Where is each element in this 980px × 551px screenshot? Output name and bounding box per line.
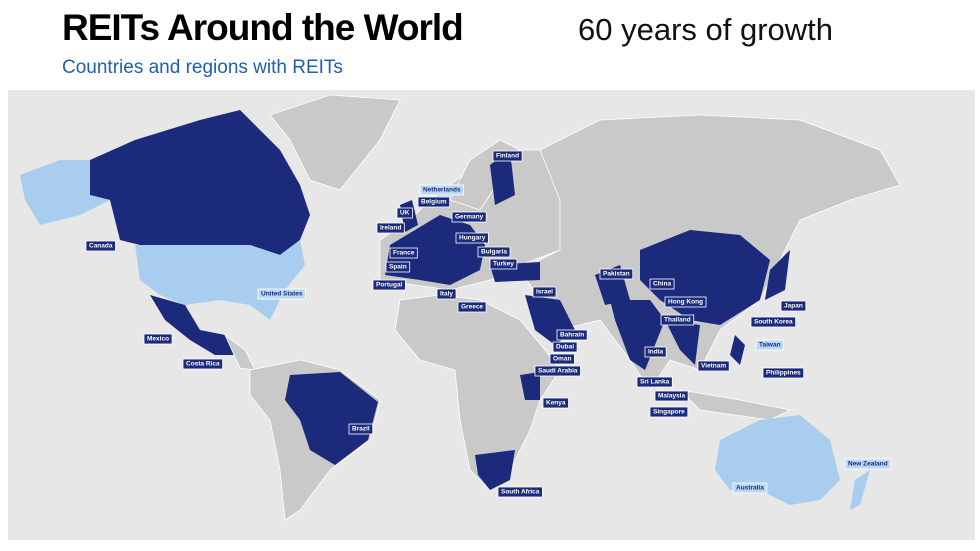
country-label: China xyxy=(653,281,671,288)
label-box xyxy=(372,279,406,291)
country-label: Costa Rica xyxy=(186,361,220,368)
label-box xyxy=(455,232,489,244)
country-label: Portugal xyxy=(376,282,403,289)
label-box xyxy=(182,358,224,370)
label-box xyxy=(85,240,116,252)
country-label: Hungary xyxy=(459,235,486,242)
country-label: Bahrain xyxy=(560,332,584,339)
country-label: France xyxy=(393,250,415,257)
country-label: Netherlands xyxy=(423,187,461,194)
country-label: UK xyxy=(400,210,410,217)
title: REITs Around the World xyxy=(62,7,463,48)
label-box xyxy=(750,316,797,328)
label-box xyxy=(489,258,518,270)
label-box xyxy=(664,296,707,308)
label-box xyxy=(436,288,457,300)
label-box xyxy=(376,222,405,234)
country-label: Finland xyxy=(496,153,519,160)
country-label: Belgium xyxy=(421,199,447,206)
label-box xyxy=(732,482,768,494)
country-label: Bulgaria xyxy=(481,249,507,256)
label-box xyxy=(644,346,667,358)
country-label: United States xyxy=(261,291,303,298)
country-label: South Africa xyxy=(501,489,540,496)
country-label: Spain xyxy=(389,264,407,271)
country-label: Saudi Arabia xyxy=(538,368,578,375)
label-box xyxy=(451,211,487,223)
country-label: Italy xyxy=(440,291,453,298)
country-label: Sri Lanka xyxy=(640,379,670,386)
country-label: Germany xyxy=(455,214,484,221)
country-label: Philippines xyxy=(766,370,801,377)
label-box xyxy=(649,278,675,290)
label-box xyxy=(348,423,374,435)
label-box xyxy=(660,314,695,326)
label-box xyxy=(636,376,673,388)
country-label: Japan xyxy=(784,303,803,310)
label-box xyxy=(143,333,173,345)
country-label: Dubai xyxy=(556,344,574,351)
label-box xyxy=(780,300,807,312)
label-box xyxy=(532,286,557,298)
label-box xyxy=(556,329,588,341)
label-box xyxy=(396,207,413,219)
label-box xyxy=(385,261,411,273)
label-box xyxy=(417,196,451,208)
country-label: Taiwan xyxy=(759,342,781,349)
world-map xyxy=(8,90,975,540)
label-box xyxy=(599,268,634,280)
label-box xyxy=(697,360,730,372)
label-box xyxy=(552,341,578,353)
country-label: Oman xyxy=(553,356,571,363)
label-box xyxy=(497,486,543,498)
label-box xyxy=(534,365,581,377)
subtitle: Countries and regions with REITs xyxy=(62,57,343,78)
country-label: Australia xyxy=(736,485,764,492)
label-box xyxy=(477,246,511,258)
country-label: Kenya xyxy=(546,400,566,407)
country-label: Brazil xyxy=(352,426,370,433)
country-label: India xyxy=(648,349,664,356)
country-label: Hong Kong xyxy=(668,299,703,306)
label-box xyxy=(762,367,805,379)
label-box xyxy=(755,339,784,351)
label-box xyxy=(389,247,418,259)
country-label: Malaysia xyxy=(658,393,685,400)
label-box xyxy=(549,353,575,365)
country-label: Israel xyxy=(536,289,553,296)
country-label: Pakistan xyxy=(603,271,630,278)
country-labels: Finland Netherlands Belgium Germany UK Irelan… xyxy=(85,150,892,498)
country-label: Canada xyxy=(89,243,113,250)
country-label: Thailand xyxy=(664,317,691,324)
label-box xyxy=(844,458,892,470)
country-label: New Zealand xyxy=(848,461,888,468)
country-label: Vietnam xyxy=(701,363,726,370)
label-box xyxy=(419,184,464,196)
country-label: South Korea xyxy=(754,319,793,326)
label-box xyxy=(257,288,306,300)
country-label: Greece xyxy=(461,304,483,311)
label-box xyxy=(654,390,689,402)
label-box xyxy=(649,406,689,418)
label-box xyxy=(492,150,523,162)
country-label: Mexico xyxy=(147,336,169,343)
label-box xyxy=(542,397,569,409)
tagline: 60 years of growth xyxy=(578,12,833,47)
country-label: Ireland xyxy=(380,225,401,232)
country-label: Turkey xyxy=(493,261,514,268)
label-box xyxy=(457,301,487,313)
country-label: Singapore xyxy=(653,409,685,416)
